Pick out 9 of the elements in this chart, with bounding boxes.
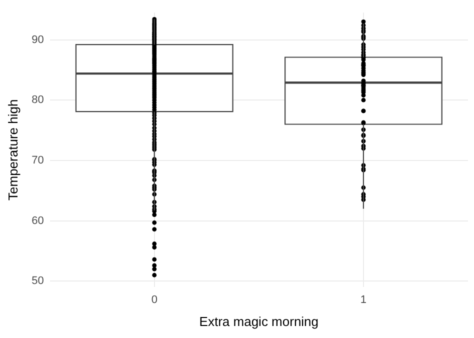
y-axis-title: Temperature high: [5, 99, 20, 200]
x-axis-title: Extra magic morning: [199, 314, 319, 329]
y-tick-label: 90: [32, 34, 44, 46]
x-tick-label: 0: [151, 294, 158, 306]
y-tick-label: 60: [32, 214, 44, 227]
y-tick-label: 50: [32, 275, 44, 288]
y-tick-label: 70: [32, 154, 44, 166]
y-tick-label: 80: [32, 94, 44, 106]
x-tick-label: 1: [360, 294, 367, 306]
